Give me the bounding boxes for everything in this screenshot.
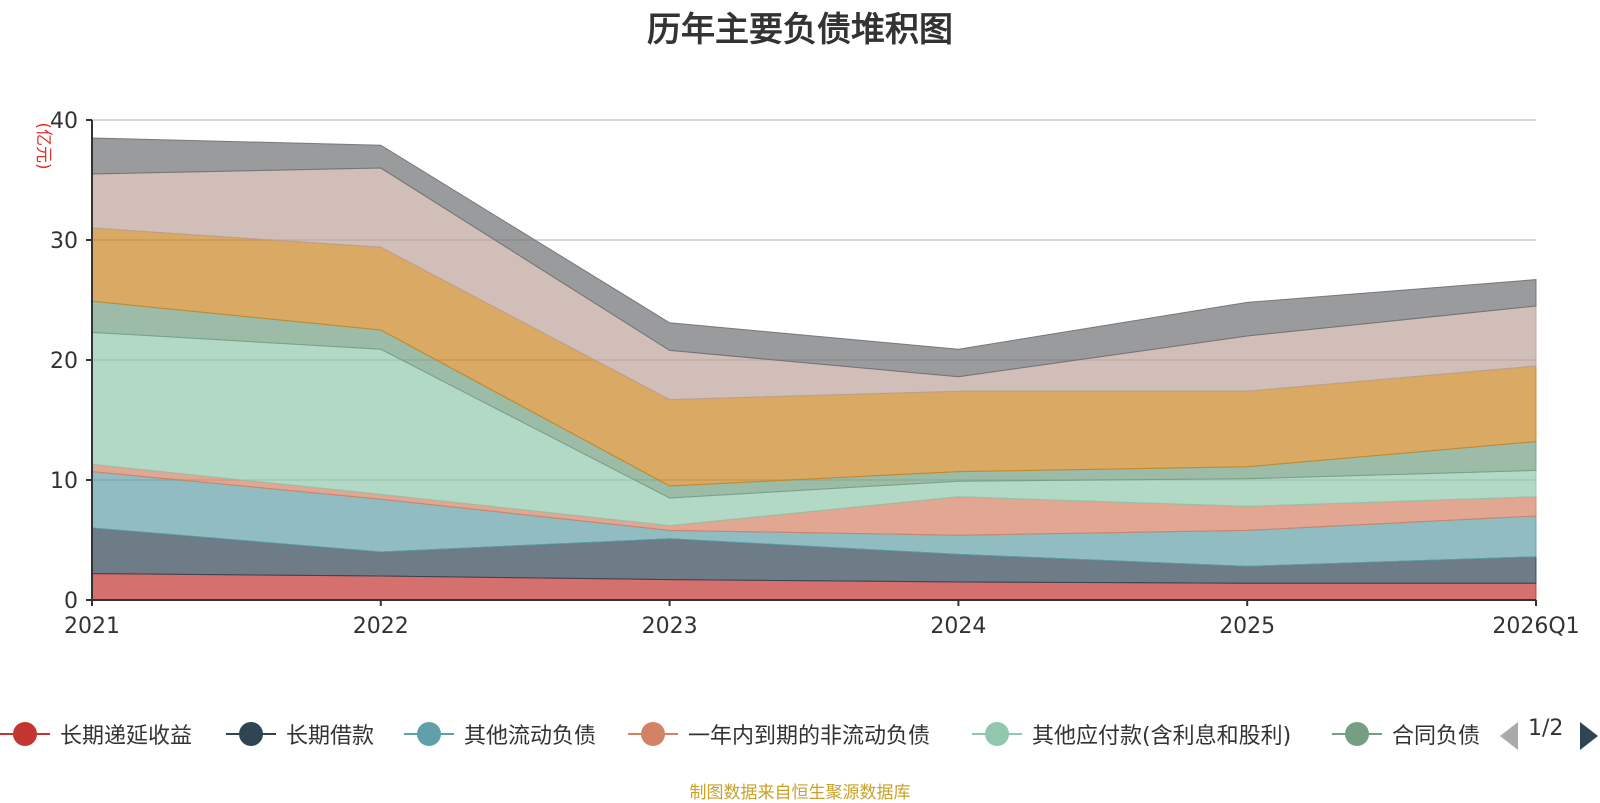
source-note: 制图数据来自恒生聚源数据库 — [689, 783, 911, 803]
legend-label: 其他流动负债 — [464, 724, 597, 749]
legend-item[interactable]: 其他应付款(含利息和股利) — [972, 708, 1291, 760]
chart-title: 历年主要负债堆积图 — [647, 10, 953, 50]
legend-next-page-icon[interactable] — [1580, 722, 1598, 750]
x-tick-label: 2024 — [930, 614, 986, 639]
y-tick-label: 40 — [50, 109, 78, 134]
legend-label: 长期借款 — [286, 724, 375, 749]
legend-label: 一年内到期的非流动负债 — [688, 724, 931, 749]
legend-item[interactable]: 一年内到期的非流动负债 — [628, 708, 930, 760]
legend-marker-icon — [628, 722, 678, 746]
legend-label: 长期递延收益 — [60, 724, 193, 749]
legend-marker-icon — [1332, 722, 1382, 746]
legend-label: 其他应付款(含利息和股利) — [1032, 724, 1292, 749]
legend-item[interactable]: 其他流动负债 — [404, 708, 596, 760]
legend-item[interactable]: 长期递延收益 — [0, 708, 192, 760]
legend-item[interactable]: 长期借款 — [226, 708, 374, 760]
y-tick-label: 10 — [50, 469, 78, 494]
y-axis-unit-label: (亿元) — [33, 122, 53, 169]
legend-marker-icon — [226, 722, 276, 746]
legend-items: 长期递延收益 长期借款 其他流动负债 一年内到期的非流动负债 其他应付款(含利息和股利)… — [0, 708, 1482, 760]
legend-item[interactable]: 合同负债 — [1332, 708, 1480, 760]
y-tick-label: 20 — [50, 349, 78, 374]
x-tick-label: 2021 — [64, 614, 120, 639]
legend-prev-page-icon[interactable] — [1500, 722, 1518, 750]
legend-page-indicator: 1/2 — [1528, 716, 1564, 741]
x-tick-label: 2022 — [353, 614, 409, 639]
legend-label: 合同负债 — [1392, 724, 1481, 749]
legend-marker-icon — [972, 722, 1022, 746]
y-tick-label: 30 — [50, 229, 78, 254]
y-tick-label: 0 — [64, 589, 78, 614]
x-tick-label: 2023 — [642, 614, 698, 639]
legend: 长期递延收益 长期借款 其他流动负债 一年内到期的非流动负债 其他应付款(含利息和股利)… — [0, 708, 1600, 760]
legend-marker-icon — [0, 722, 50, 746]
x-tick-label: 2026Q1 — [1492, 614, 1579, 639]
legend-marker-icon — [404, 722, 454, 746]
x-tick-label: 2025 — [1219, 614, 1275, 639]
area-series-8[interactable] — [91, 137, 1537, 378]
